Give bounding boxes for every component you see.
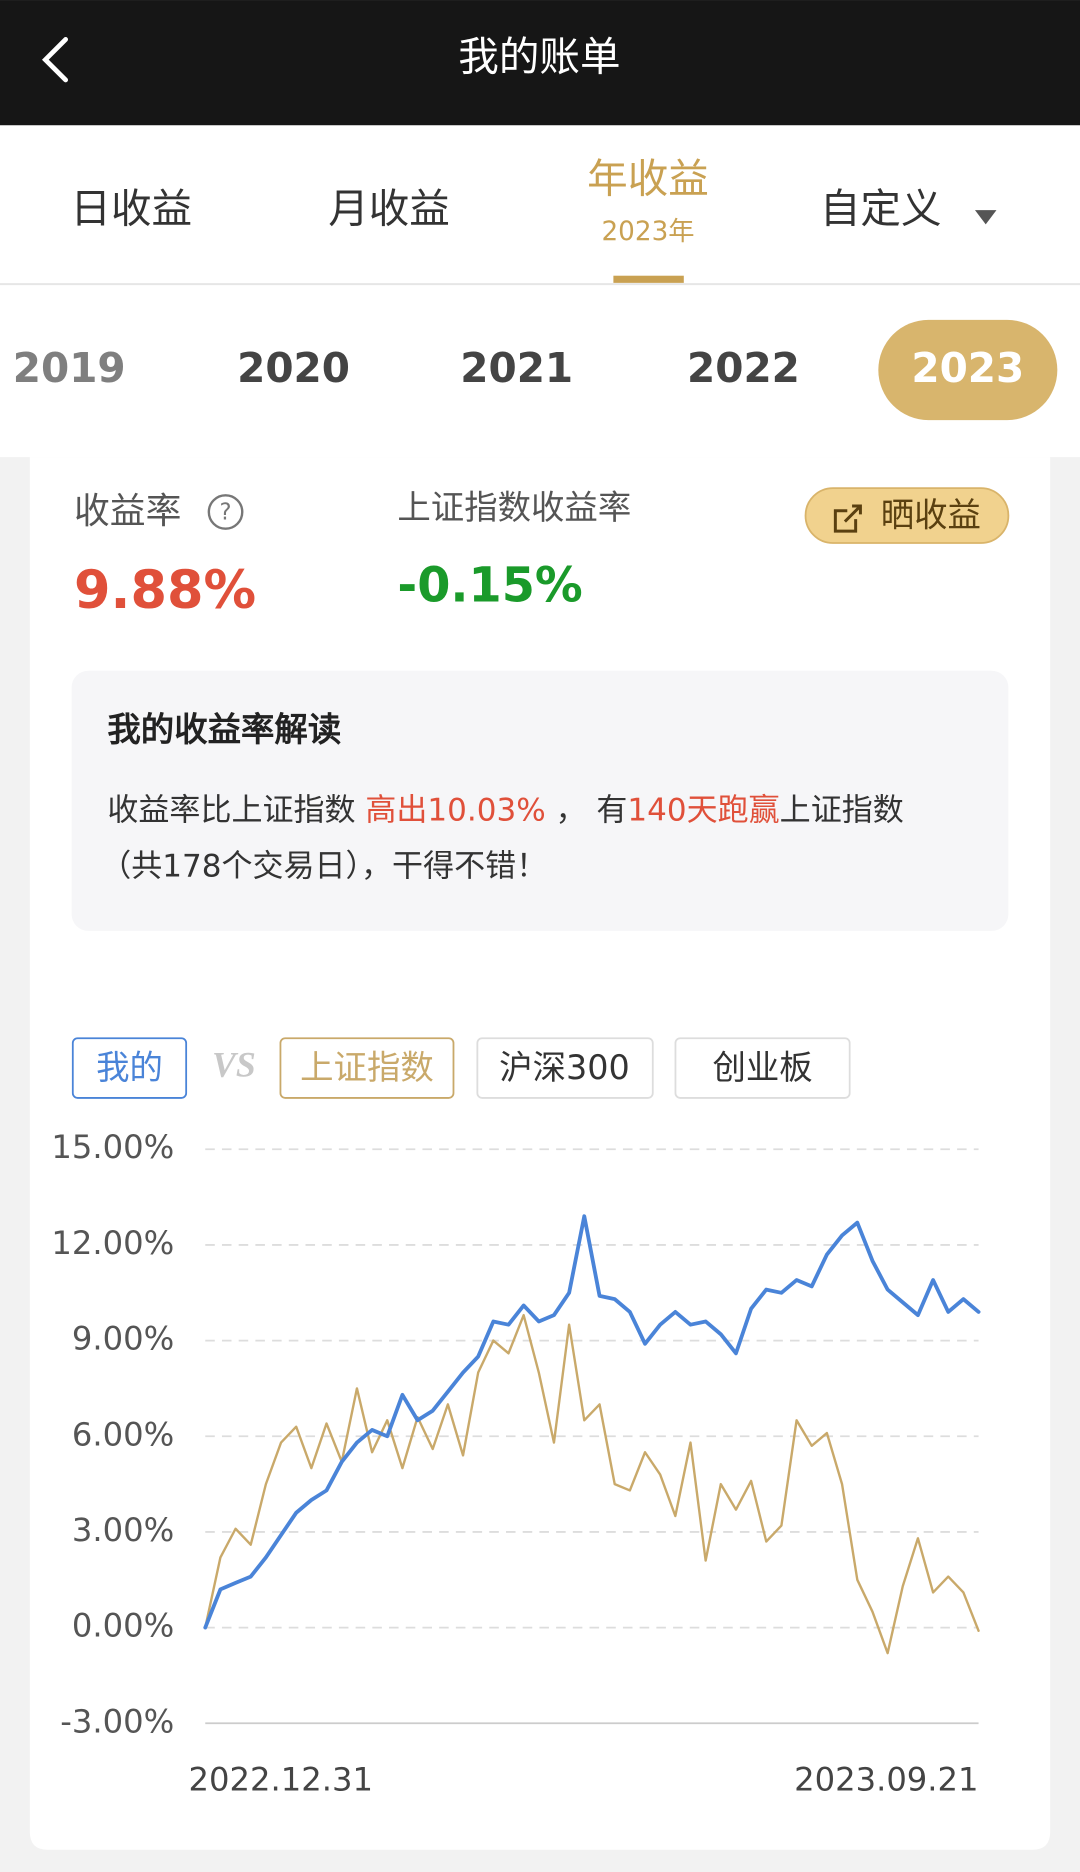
y-tick-label: 0.00%: [72, 1607, 174, 1645]
share-icon: [833, 504, 862, 533]
tab[interactable]: 月收益: [328, 184, 450, 232]
share-button-label: 晒收益: [881, 495, 981, 534]
tab-bar: [0, 125, 1080, 285]
compare-button-label: 沪深300: [499, 1048, 630, 1087]
return-label: 收益率: [74, 491, 181, 532]
compare-button[interactable]: [476, 1037, 654, 1099]
interpretation-box: [71, 670, 1009, 931]
tab-subtitle: 2023年: [601, 217, 694, 247]
year[interactable]: 2022: [687, 344, 800, 392]
index-return-value: -0.15%: [397, 558, 582, 613]
index-return-label: 上证指数收益率: [397, 488, 631, 527]
y-tick-label: 15.00%: [51, 1128, 174, 1166]
help-icon-mark: ?: [220, 500, 232, 526]
interpretation-line: （共178个交易日），干得不错！: [100, 849, 547, 885]
legend: 我的 上证指数: [71, 1037, 455, 1099]
compare-button-label: 创业板: [712, 1048, 812, 1087]
x-tick-label: 2022.12.31: [189, 1761, 373, 1799]
back-button[interactable]: [41, 37, 69, 83]
compare-button[interactable]: [674, 1037, 851, 1099]
x-tick-label: 2023.09.21: [794, 1761, 978, 1799]
header-title: 我的账单: [458, 33, 620, 81]
y-tick-label: 3.00%: [72, 1511, 174, 1549]
interpretation-line: 收益率比上证指数 高出10.03% ， 有140天跑赢上证指数: [107, 793, 903, 829]
legend-label: 我的: [96, 1048, 163, 1087]
highlight: 140天跑赢: [627, 793, 779, 829]
text: ， 有: [546, 793, 628, 829]
tab[interactable]: 自定义: [820, 184, 942, 232]
card: [29, 457, 1051, 1850]
tab-underline: [613, 275, 684, 283]
legend-button[interactable]: [279, 1037, 455, 1099]
dropdown-arrow[interactable]: [974, 210, 997, 225]
header-bar: [0, 0, 1080, 126]
year[interactable]: 2021: [460, 344, 573, 392]
year-pill: [878, 319, 1058, 421]
y-tick-label: 12.00%: [51, 1224, 174, 1262]
series-line: [203, 1214, 981, 1630]
year[interactable]: 2019: [13, 344, 126, 392]
chart: -3.00% 0.00% 3.00% 6.00% 9.00% 12.00% 15.00% 20…: [51, 1128, 981, 1799]
text: 收益率比上证指数: [107, 793, 365, 829]
return-value: 9.88%: [74, 560, 256, 621]
year-selected[interactable]: 2023: [911, 344, 1024, 392]
vs-label: VS: [212, 1044, 256, 1084]
highlight: 高出10.03%: [365, 793, 545, 829]
y-tick-label: 6.00%: [72, 1415, 174, 1453]
interpretation-title: 我的收益率解读: [107, 710, 341, 749]
help-icon[interactable]: [207, 494, 244, 530]
tab-active[interactable]: 年收益: [587, 154, 709, 202]
tab[interactable]: 日收益: [70, 184, 192, 232]
y-tick-label: 9.00%: [72, 1320, 174, 1358]
series-line: [204, 1313, 980, 1655]
year[interactable]: 2020: [237, 344, 350, 392]
legend-label: 上证指数: [300, 1048, 434, 1087]
y-tick-label: -3.00%: [60, 1702, 174, 1740]
legend-button[interactable]: [71, 1037, 188, 1099]
text: 上证指数: [780, 793, 904, 829]
